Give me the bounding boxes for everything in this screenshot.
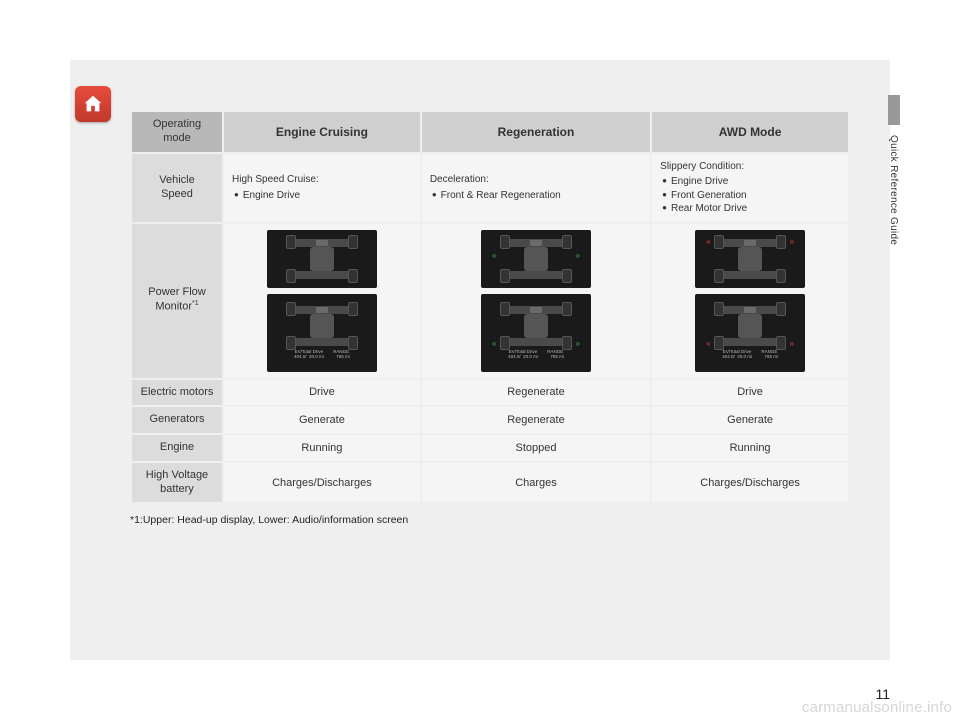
row-label-hv-battery: High Voltage battery <box>132 463 222 503</box>
cell-gen-2: Generate <box>652 407 848 433</box>
home-button[interactable] <box>75 86 111 122</box>
header-corner: Operating mode <box>132 112 222 152</box>
cell-vs-2: Slippery Condition: Engine Drive Front G… <box>652 154 848 222</box>
cell-hv-2: Charges/Discharges <box>652 463 848 503</box>
row-label-vehicle-speed: Vehicle Speed <box>132 154 222 222</box>
header-corner-l2: mode <box>163 132 191 144</box>
row-label-engine: Engine <box>132 435 222 461</box>
row-label-power-flow: Power Flow Monitor*1 <box>132 224 222 378</box>
cell-pfm-1: « » « » EV/Total Drive RANGE 404. <box>422 224 650 378</box>
cell-pfm-0: EV/Total Drive RANGE 404.0/ 20.0 mi 765 … <box>224 224 420 378</box>
hud-diagram-0 <box>267 230 377 288</box>
manual-page: Operating mode Engine Cruising Regenerat… <box>70 60 890 660</box>
cell-eng-1: Stopped <box>422 435 650 461</box>
hud-diagram-1: « » <box>481 230 591 288</box>
audio-diagram-1: « » EV/Total Drive RANGE 404.0/ 20.0 mi … <box>481 294 591 372</box>
cell-em-0: Drive <box>224 380 420 406</box>
cell-em-2: Drive <box>652 380 848 406</box>
watermark: carmanualsonline.info <box>802 699 952 716</box>
cell-vs-0: High Speed Cruise: Engine Drive <box>224 154 420 222</box>
section-tab <box>888 95 900 125</box>
cell-em-1: Regenerate <box>422 380 650 406</box>
section-label: Quick Reference Guide <box>888 135 899 245</box>
cell-hv-1: Charges <box>422 463 650 503</box>
cell-gen-0: Generate <box>224 407 420 433</box>
row-label-generators: Generators <box>132 407 222 433</box>
cell-eng-2: Running <box>652 435 848 461</box>
footnote: *1:Upper: Head-up display, Lower: Audio/… <box>130 514 850 526</box>
cell-gen-1: Regenerate <box>422 407 650 433</box>
header-mode-1: Regeneration <box>422 112 650 152</box>
audio-diagram-0: EV/Total Drive RANGE 404.0/ 20.0 mi 765 … <box>267 294 377 372</box>
hud-diagram-2: « » <box>695 230 805 288</box>
cell-eng-0: Running <box>224 435 420 461</box>
home-icon <box>82 93 104 115</box>
operating-mode-table: Operating mode Engine Cruising Regenerat… <box>130 110 850 504</box>
cell-hv-0: Charges/Discharges <box>224 463 420 503</box>
header-corner-l1: Operating <box>153 118 201 130</box>
row-label-electric-motors: Electric motors <box>132 380 222 406</box>
header-mode-0: Engine Cruising <box>224 112 420 152</box>
cell-vs-1: Deceleration: Front & Rear Regeneration <box>422 154 650 222</box>
header-mode-2: AWD Mode <box>652 112 848 152</box>
cell-pfm-2: « » « » EV/Total Drive RANGE 404. <box>652 224 848 378</box>
audio-diagram-2: « » EV/Total Drive RANGE 404.0/ 20.0 mi … <box>695 294 805 372</box>
